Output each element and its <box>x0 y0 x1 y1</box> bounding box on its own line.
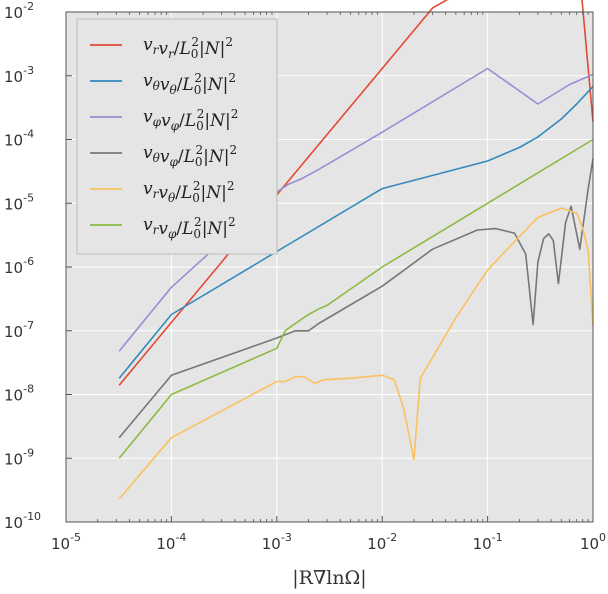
plot-frame <box>65 11 594 523</box>
legend-entry-0: vrvr/L02|N|2 <box>143 35 233 61</box>
y-tick-label: 10-6 <box>4 255 34 277</box>
series-line-1 <box>118 85 594 379</box>
legend-entry-1: vθvθ/L02|N|2 <box>143 71 236 97</box>
series-line-0 <box>118 0 594 386</box>
y-tick-label: 10-3 <box>4 64 34 86</box>
y-axis-ticks: 10-10 10-9 10-8 10-7 10-6 10-5 10-4 10-3 10-2 <box>4 0 72 532</box>
series-line-5 <box>118 138 594 459</box>
y-tick-label: 10-10 <box>4 510 41 532</box>
legend: vrvr/L02|N|2 vθvθ/L02|N|2 vφvφ/L02|N|2 vθvφ… <box>76 18 278 255</box>
series-line-4 <box>118 207 594 500</box>
legend-box <box>76 18 278 255</box>
y-tick-label: 10-5 <box>4 191 34 213</box>
x-tick-label: 10-3 <box>262 531 292 553</box>
legend-entry-4: vrvθ/L02|N|2 <box>143 179 235 205</box>
legend-entry-3: vθvφ/L02|N|2 <box>143 143 237 169</box>
x-axis-label: |R∇lnΩ| <box>292 567 366 589</box>
x-tick-label: 10-1 <box>473 531 503 553</box>
x-tick-label: 10-5 <box>51 531 81 553</box>
y-tick-label: 10-9 <box>4 446 34 468</box>
y-tick-label: 10-2 <box>4 0 34 22</box>
legend-entry-5: vrvφ/L02|N|2 <box>143 215 236 241</box>
legend-entry-2: vφvφ/L02|N|2 <box>143 107 238 133</box>
series-lines <box>118 0 594 500</box>
x-axis-ticks: 10-5 10-4 10-3 10-2 10-1 100 <box>51 12 606 553</box>
x-tick-label: 100 <box>580 531 606 553</box>
y-tick-label: 10-8 <box>4 383 34 405</box>
series-line-3 <box>118 158 594 439</box>
y-tick-label: 10-4 <box>4 128 34 150</box>
x-tick-label: 10-2 <box>367 531 397 553</box>
x-tick-label: 10-4 <box>156 531 186 553</box>
y-tick-label: 10-7 <box>4 319 34 341</box>
